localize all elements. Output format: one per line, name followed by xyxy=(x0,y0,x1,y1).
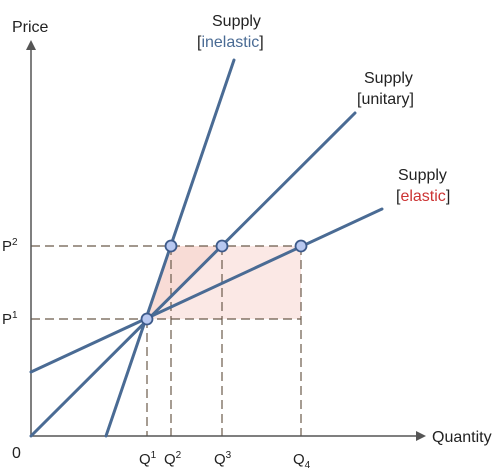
supply-elastic-line xyxy=(29,207,384,374)
point-p2-q3 xyxy=(215,239,229,253)
point-p2-q4 xyxy=(294,239,308,253)
quantity-label-q3: Q3 xyxy=(214,450,232,468)
curve-label-inelastic-name: Supply xyxy=(212,13,261,30)
point-p2-q2 xyxy=(164,239,178,253)
quantity-label-q2: Q2 xyxy=(164,450,182,468)
point-p1-q1 xyxy=(140,312,154,326)
origin-label: 0 xyxy=(12,445,21,462)
curve-label-elastic-name: Supply xyxy=(398,167,447,184)
price-label-p1: P1 xyxy=(2,310,18,328)
y-axis-label: Price xyxy=(12,19,49,36)
curve-label-unitary-qualifier: [unitary] xyxy=(357,91,414,108)
curve-label-elastic-qualifier: [elastic] xyxy=(396,188,450,205)
curve-label-unitary-name: Supply xyxy=(364,70,413,87)
supply-unitary-line xyxy=(29,111,357,438)
curve-label-inelastic-qualifier: [inelastic] xyxy=(197,34,264,51)
quantity-label-q1: Q1 xyxy=(139,450,157,468)
x-axis-label: Quantity xyxy=(432,429,492,446)
price-label-p2: P2 xyxy=(2,237,18,255)
quantity-label-q4: Q4 xyxy=(293,451,311,471)
